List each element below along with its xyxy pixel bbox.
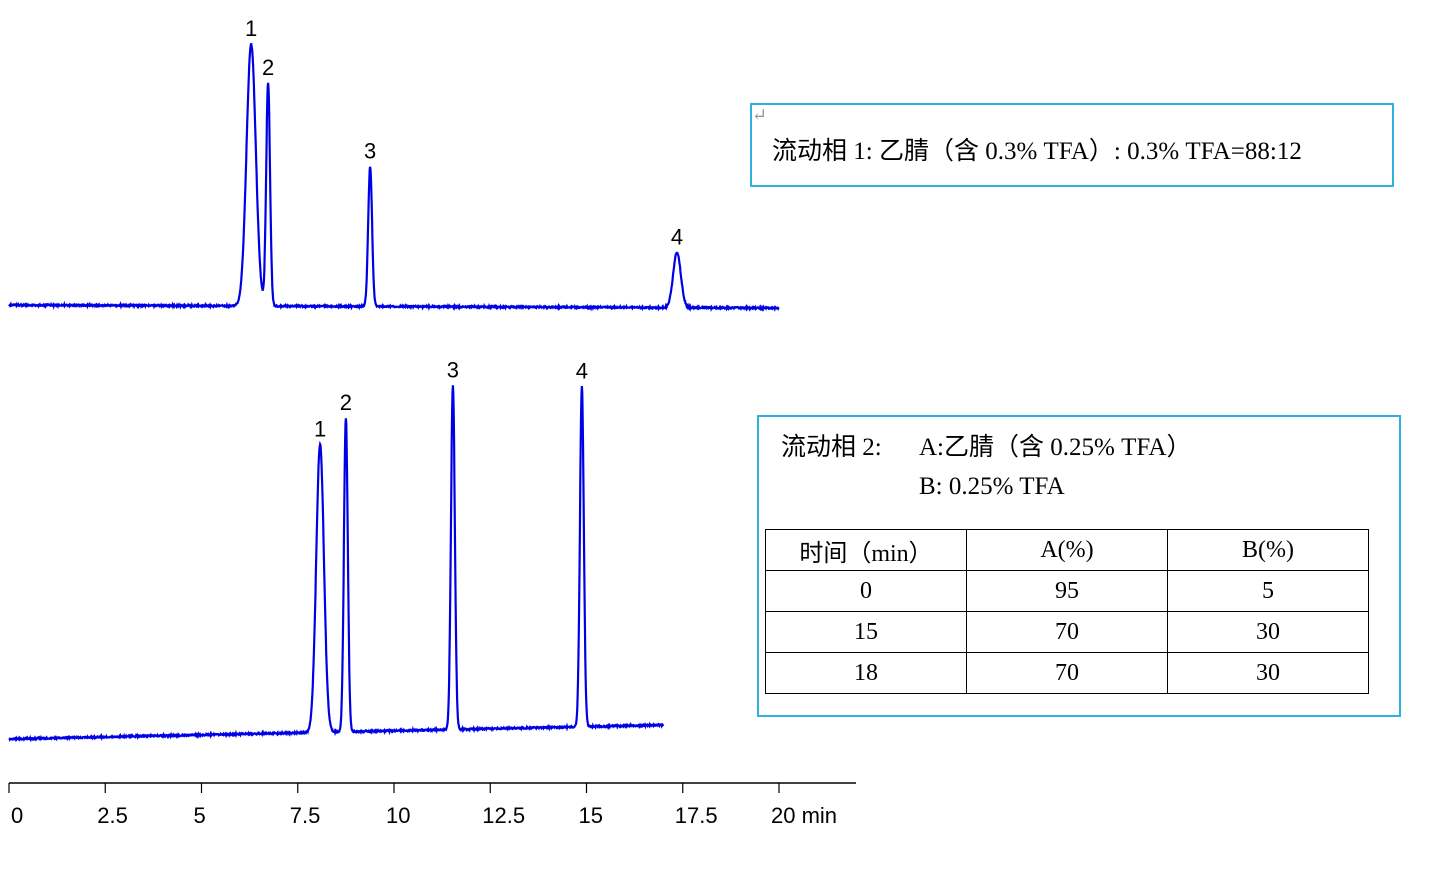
chromatogram-trace-2 <box>8 385 665 743</box>
mobile-phase-2-a: A:乙腈（含 0.25% TFA） <box>919 434 1192 461</box>
table-cell: 5 <box>1167 570 1369 612</box>
mobile-phase-2-label: 流动相 2: <box>781 434 882 461</box>
x-tick-label: 20 min <box>771 803 837 828</box>
table-cell: 95 <box>966 570 1168 612</box>
x-tick-label: 5 <box>194 803 206 828</box>
table-row: 0 95 5 <box>765 570 1369 612</box>
table-cell: 70 <box>966 611 1168 653</box>
table-header-row: 时间（min） A(%) B(%) <box>765 529 1369 571</box>
peak-label: 2 <box>262 55 274 80</box>
header-cell: 时间（min） <box>765 529 967 571</box>
x-tick-label: 2.5 <box>97 803 128 828</box>
header-cell: A(%) <box>966 529 1168 571</box>
peak-label: 1 <box>314 416 326 441</box>
x-tick-label: 7.5 <box>290 803 321 828</box>
peak-label: 3 <box>364 138 376 163</box>
table-cell: 30 <box>1167 611 1369 653</box>
peak-label: 4 <box>576 359 588 384</box>
table-cell: 0 <box>765 570 967 612</box>
mobile-phase-1-box: 流动相 1: 乙腈（含 0.3% TFA）: 0.3% TFA=88:12 ↵ <box>750 103 1394 187</box>
header-cell: B(%) <box>1167 529 1369 571</box>
table-cell: 30 <box>1167 652 1369 694</box>
peak-label: 4 <box>671 225 683 250</box>
table-cell: 18 <box>765 652 967 694</box>
gradient-table: 时间（min） A(%) B(%) 0 95 5 15 70 30 18 70 … <box>765 529 1369 694</box>
chromatogram-trace-1 <box>8 43 780 313</box>
table-row: 15 70 30 <box>765 611 1369 653</box>
mobile-phase-1-text: 流动相 1: 乙腈（含 0.3% TFA）: 0.3% TFA=88:12 <box>772 138 1302 165</box>
x-tick-label: 15 <box>579 803 603 828</box>
table-cell: 15 <box>765 611 967 653</box>
table-row: 18 70 30 <box>765 652 1369 694</box>
mobile-phase-2-box: 流动相 2: A:乙腈（含 0.25% TFA） B: 0.25% TFA 时间… <box>757 415 1401 717</box>
peak-label: 3 <box>447 358 459 383</box>
mobile-phase-2-b: B: 0.25% TFA <box>919 473 1065 500</box>
x-tick-label: 10 <box>386 803 410 828</box>
table-cell: 70 <box>966 652 1168 694</box>
peak-label: 1 <box>245 16 257 41</box>
x-tick-label: 12.5 <box>482 803 525 828</box>
x-tick-label: 17.5 <box>675 803 718 828</box>
x-tick-label: 0 <box>11 803 23 828</box>
peak-label: 2 <box>340 390 352 415</box>
